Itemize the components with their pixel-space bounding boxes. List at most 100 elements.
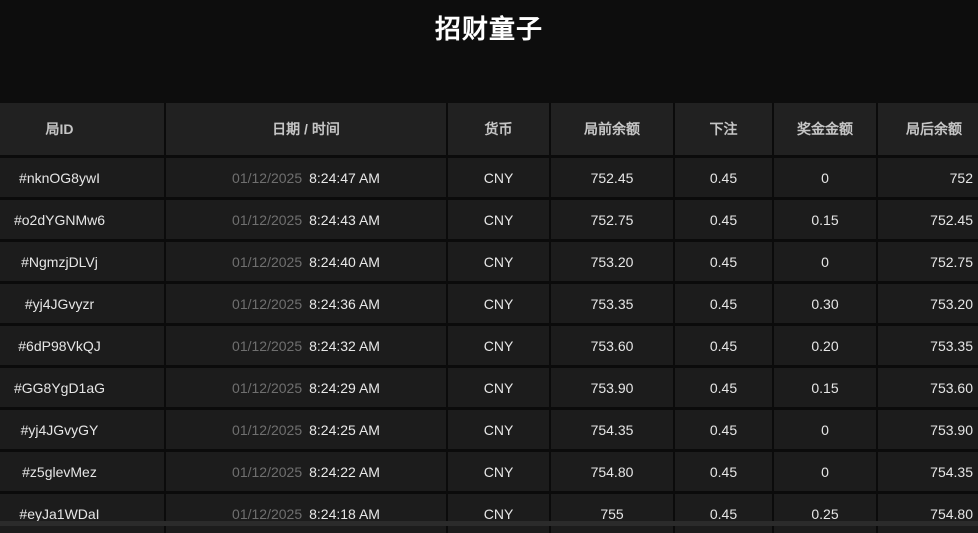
cell-currency: CNY <box>448 410 551 449</box>
cell-currency: CNY <box>448 368 551 407</box>
cell-balance-before: 754.80 <box>551 452 675 491</box>
cell-round-id: #yj4JGvyzr <box>0 284 166 323</box>
time-text: 8:24:40 AM <box>309 253 380 270</box>
header-cell-win-amount: 奖金金额 <box>774 103 878 155</box>
cell-balance-after: 753.60 <box>930 379 973 396</box>
time-text: 8:24:25 AM <box>309 421 380 438</box>
header-cell-balance-before: 局前余额 <box>551 103 675 155</box>
cell-balance-after: 752.75 <box>930 253 973 270</box>
page-title: 招财童子 <box>434 14 543 44</box>
cell-round-id: #yj4JGvyGY <box>0 410 166 449</box>
cell-round-id: #NgmzjDLVj <box>0 242 166 281</box>
table-row: #z5glevMez 01/12/2025 8:24:22 AM CNY 754.… <box>0 449 978 491</box>
cell-currency: CNY <box>448 452 551 491</box>
time-text: 8:24:36 AM <box>309 295 380 312</box>
cell-datetime: 01/12/2025 8:24:40 AM <box>166 242 448 281</box>
cell-datetime: 01/12/2025 8:24:25 AM <box>166 410 448 449</box>
cell-bet: 0.45 <box>675 284 774 323</box>
cell-balance-before: 753.90 <box>551 368 675 407</box>
date-text: 01/12/2025 <box>232 337 303 354</box>
cell-datetime: 01/12/2025 8:24:47 AM <box>166 158 448 197</box>
cell-balance-before: 755 <box>551 494 675 533</box>
table-row: #6dP98VkQJ 01/12/2025 8:24:32 AM CNY 753.… <box>0 323 978 365</box>
header-cell-bet: 下注 <box>675 103 774 155</box>
cell-datetime: 01/12/2025 8:24:18 AM <box>166 494 448 533</box>
time-text: 8:24:29 AM <box>309 379 380 396</box>
cell-balance-before: 753.35 <box>551 284 675 323</box>
date-text: 01/12/2025 <box>232 421 303 438</box>
cell-bet: 0.45 <box>675 494 774 533</box>
date-text: 01/12/2025 <box>232 169 303 186</box>
time-text: 8:24:32 AM <box>309 337 380 354</box>
cell-bet: 0.45 <box>675 242 774 281</box>
date-text: 01/12/2025 <box>232 463 303 480</box>
cell-round-id: #nknOG8ywI <box>0 158 166 197</box>
cell-balance-after: 753.20 <box>930 295 973 312</box>
cell-balance-after: 754.35 <box>930 463 973 480</box>
cell-round-id: #GG8YgD1aG <box>0 368 166 407</box>
header-cell-round-id: 局ID <box>0 103 166 155</box>
cell-win-amount: 0.15 <box>774 368 878 407</box>
cell-bet: 0.45 <box>675 200 774 239</box>
cell-win-amount: 0.15 <box>774 200 878 239</box>
date-text: 01/12/2025 <box>232 295 303 312</box>
table-row: #nknOG8ywI 01/12/2025 8:24:47 AM CNY 752.… <box>0 155 978 197</box>
cell-balance-after: 754.80 <box>930 505 973 522</box>
table-row: #yj4JGvyGY 01/12/2025 8:24:25 AM CNY 754.… <box>0 407 978 449</box>
time-text: 8:24:18 AM <box>309 505 380 522</box>
cell-currency: CNY <box>448 158 551 197</box>
cell-datetime: 01/12/2025 8:24:32 AM <box>166 326 448 365</box>
cell-win-amount: 0.20 <box>774 326 878 365</box>
table-row: #yj4JGvyzr 01/12/2025 8:24:36 AM CNY 753.… <box>0 281 978 323</box>
cell-datetime: 01/12/2025 8:24:22 AM <box>166 452 448 491</box>
cell-currency: CNY <box>448 494 551 533</box>
cell-win-amount: 0.30 <box>774 284 878 323</box>
table-row: #o2dYGNMw6 01/12/2025 8:24:43 AM CNY 752.… <box>0 197 978 239</box>
cell-win-amount: 0 <box>774 242 878 281</box>
header-cell-datetime: 日期 / 时间 <box>166 103 448 155</box>
cell-bet: 0.45 <box>675 368 774 407</box>
time-text: 8:24:43 AM <box>309 211 380 228</box>
table-row: #eyJa1WDaI 01/12/2025 8:24:18 AM CNY 755 … <box>0 491 978 533</box>
table-row: #GG8YgD1aG 01/12/2025 8:24:29 AM CNY 753.… <box>0 365 978 407</box>
date-text: 01/12/2025 <box>232 505 303 522</box>
cell-win-amount: 0 <box>774 158 878 197</box>
table-body: #nknOG8ywI 01/12/2025 8:24:47 AM CNY 752.… <box>0 155 978 533</box>
cell-currency: CNY <box>448 284 551 323</box>
cell-round-id: #6dP98VkQJ <box>0 326 166 365</box>
date-text: 01/12/2025 <box>232 211 303 228</box>
cell-bet: 0.45 <box>675 158 774 197</box>
cell-balance-after: 752.45 <box>930 211 973 228</box>
cell-balance-before: 753.20 <box>551 242 675 281</box>
cell-datetime: 01/12/2025 8:24:29 AM <box>166 368 448 407</box>
cell-round-id: #z5glevMez <box>0 452 166 491</box>
table-header-row: 局ID 日期 / 时间 货币 局前余额 下注 奖金金额 局后余额 <box>0 103 978 155</box>
cell-bet: 0.45 <box>675 326 774 365</box>
cell-bet: 0.45 <box>675 452 774 491</box>
cell-currency: CNY <box>448 200 551 239</box>
cell-balance-after: 753.90 <box>930 421 973 438</box>
partial-next-row-strip <box>0 521 978 526</box>
cell-bet: 0.45 <box>675 410 774 449</box>
cell-datetime: 01/12/2025 8:24:43 AM <box>166 200 448 239</box>
cell-balance-before: 754.35 <box>551 410 675 449</box>
table-row: #NgmzjDLVj 01/12/2025 8:24:40 AM CNY 753.… <box>0 239 978 281</box>
cell-currency: CNY <box>448 242 551 281</box>
cell-balance-after: 753.35 <box>930 337 973 354</box>
game-history-table: 局ID 日期 / 时间 货币 局前余额 下注 奖金金额 局后余额 #nknOG8… <box>0 103 978 533</box>
cell-datetime: 01/12/2025 8:24:36 AM <box>166 284 448 323</box>
cell-balance-before: 752.75 <box>551 200 675 239</box>
cell-balance-before: 752.45 <box>551 158 675 197</box>
time-text: 8:24:22 AM <box>309 463 380 480</box>
cell-win-amount: 0 <box>774 410 878 449</box>
time-text: 8:24:47 AM <box>309 169 380 186</box>
cell-balance-before: 753.60 <box>551 326 675 365</box>
cell-balance-after: 752 <box>949 169 973 186</box>
date-text: 01/12/2025 <box>232 253 303 270</box>
date-text: 01/12/2025 <box>232 379 303 396</box>
cell-round-id: #eyJa1WDaI <box>0 494 166 533</box>
header-cell-currency: 货币 <box>448 103 551 155</box>
cell-win-amount: 0 <box>774 452 878 491</box>
cell-currency: CNY <box>448 326 551 365</box>
cell-round-id: #o2dYGNMw6 <box>0 200 166 239</box>
